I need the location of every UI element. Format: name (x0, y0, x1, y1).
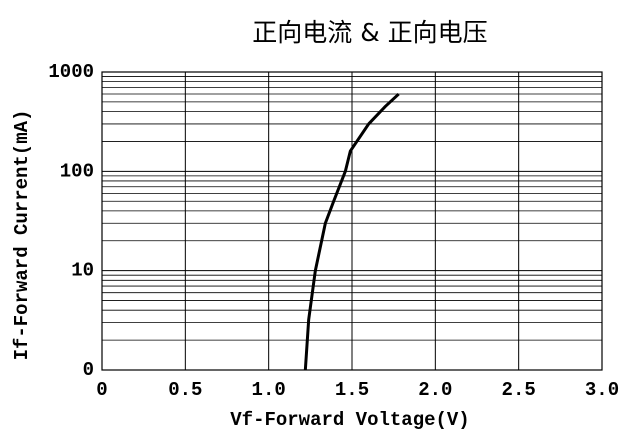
data-line (303, 92, 400, 371)
y-tick-label: 100 (60, 160, 94, 182)
x-tick-label: 3.0 (585, 379, 619, 401)
y-axis-label: If-Forward Current(mA) (11, 110, 33, 361)
x-tick-label: 2.5 (502, 379, 536, 401)
x-axis-label: Vf-Forward Voltage(V) (230, 409, 469, 431)
x-tick-label: 1.5 (335, 379, 369, 401)
x-tick-label: 0.5 (168, 379, 202, 401)
x-tick-label: 2.0 (418, 379, 452, 401)
y-tick-label: 10 (71, 260, 94, 282)
x-tick-label: 1.0 (252, 379, 286, 401)
y-tick-label: 1000 (48, 61, 94, 83)
x-tick-label: 0 (96, 379, 107, 401)
plot-frame (101, 71, 603, 371)
chart-title: 正向电流 & 正向电压 (252, 18, 487, 47)
y-tick-label: 0 (83, 359, 94, 381)
